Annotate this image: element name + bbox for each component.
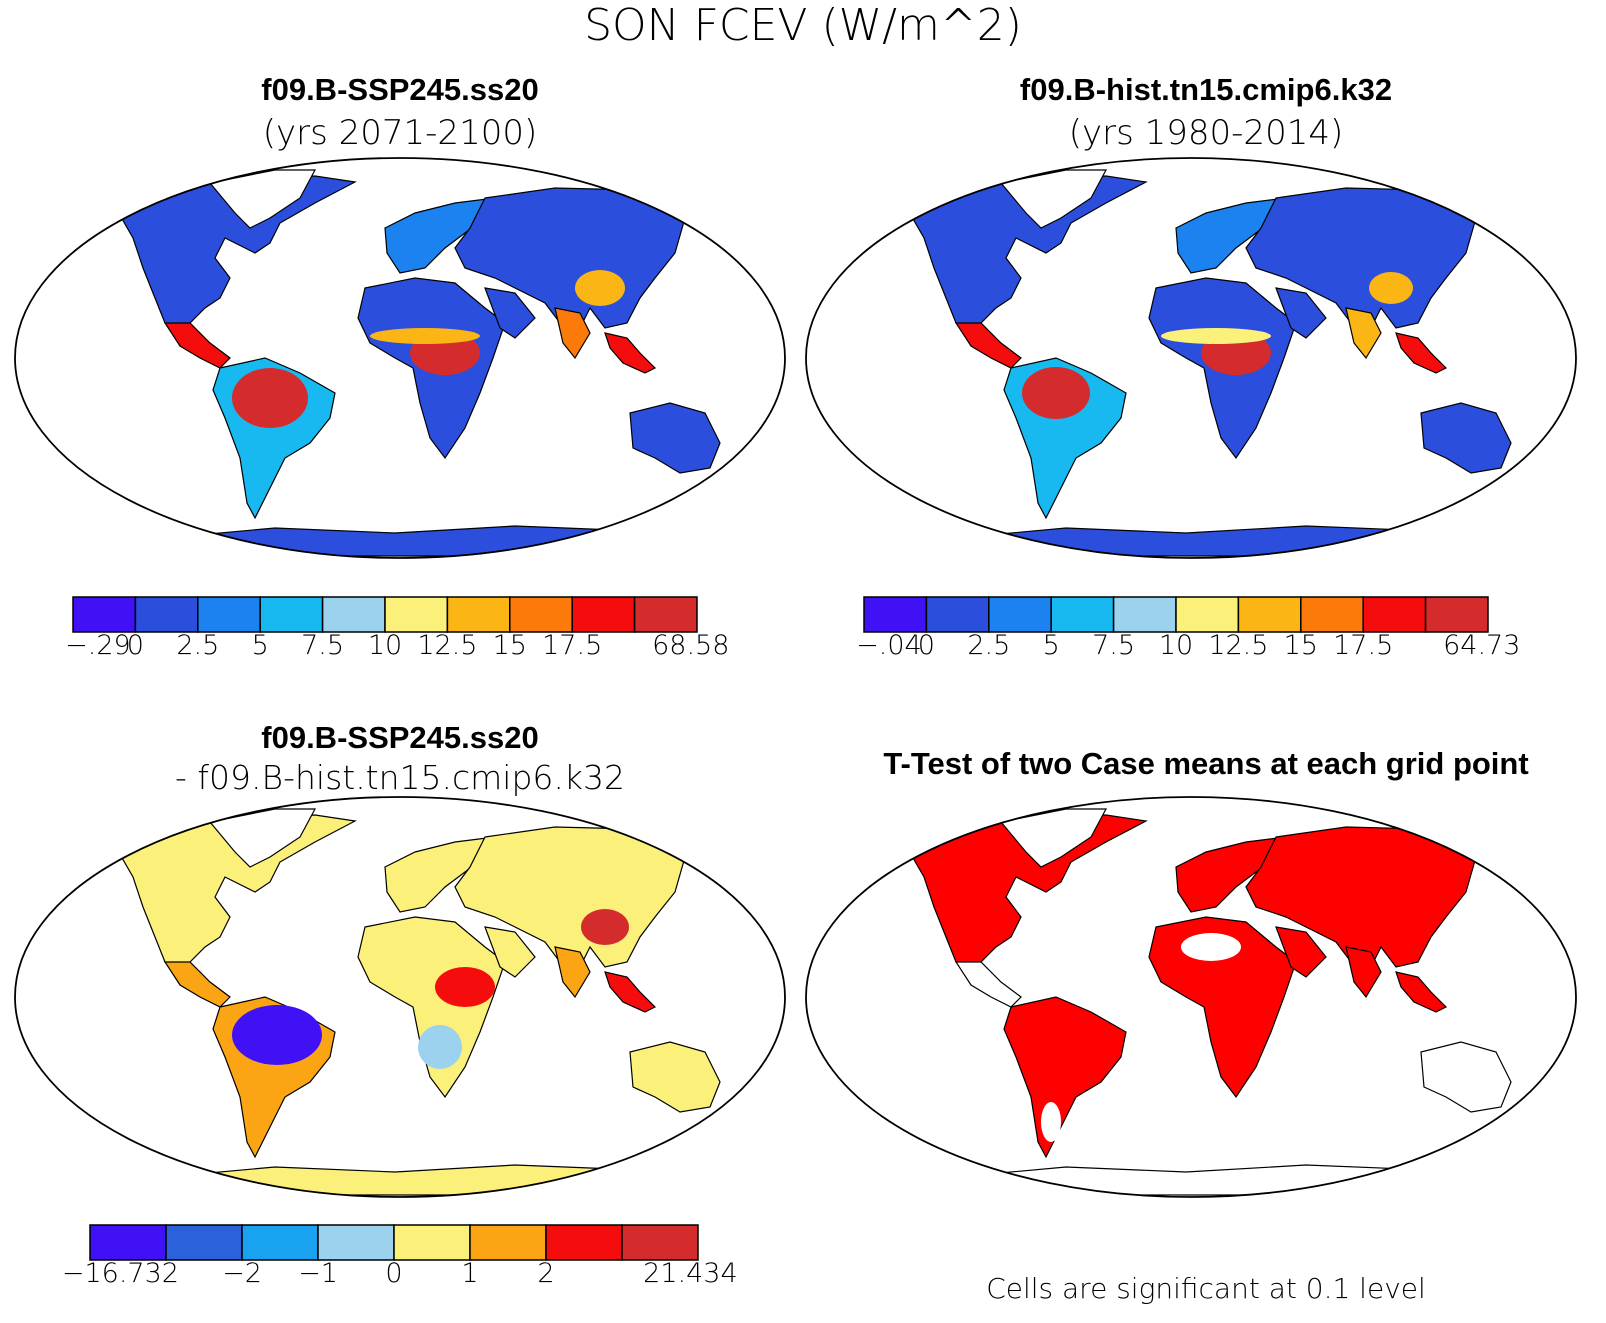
significance-footnote: Cells are significant at 0.1 level bbox=[986, 1272, 1426, 1305]
colorbar-swatch bbox=[988, 596, 1052, 633]
colorbar-tick-label: −.04 bbox=[856, 630, 922, 661]
colorbar-swatch bbox=[72, 596, 137, 633]
colorbar-swatch bbox=[446, 596, 511, 633]
colorbar-swatch bbox=[1362, 596, 1427, 633]
colorbar-tick-label: 7.5 bbox=[301, 630, 344, 661]
sahel-band bbox=[1161, 328, 1271, 344]
colorbar-tick-label: 2 bbox=[537, 1258, 554, 1289]
colorbar-tick-label: 17.5 bbox=[1333, 630, 1393, 661]
panel-subtitle-bottom-left: - f09.B-hist.tn15.cmip6.k32 bbox=[174, 758, 626, 797]
colorbar-swatch bbox=[633, 596, 698, 633]
colorbar-tick-label: 12.5 bbox=[417, 630, 477, 661]
panel-title-top-left: f09.B-SSP245.ss20 bbox=[261, 72, 539, 107]
colorbar-tick-label: −.29 bbox=[65, 630, 131, 661]
colorbar-tick-label: 12.5 bbox=[1208, 630, 1268, 661]
colorbar-swatch bbox=[197, 596, 261, 633]
panel-title-top-right: f09.B-hist.tn15.cmip6.k32 bbox=[1019, 72, 1393, 107]
sahel-band bbox=[370, 328, 480, 344]
colorbar-tick-label: −1 bbox=[298, 1258, 338, 1289]
colorbar-tick-label: 7.5 bbox=[1092, 630, 1135, 661]
map-border bbox=[805, 796, 1577, 1198]
colorbar-swatch bbox=[384, 596, 449, 633]
colorbar-swatch bbox=[1175, 596, 1240, 633]
se-china bbox=[575, 270, 625, 306]
colorbar-bottom-left: −16.732 −2 −1 0 1 2 21.434 bbox=[62, 1224, 738, 1289]
colorbar-tick-label: 15 bbox=[1284, 630, 1318, 661]
amazon-decrease bbox=[232, 1005, 322, 1065]
colorbar-swatch bbox=[321, 596, 386, 633]
map-top-left bbox=[14, 157, 786, 559]
colorbar-swatch bbox=[165, 1224, 243, 1261]
colorbar-tick-label: 15 bbox=[493, 630, 527, 661]
colorbar-swatch bbox=[1112, 596, 1177, 633]
colorbar-tick-label: 21.434 bbox=[643, 1258, 737, 1289]
colorbar-swatch bbox=[134, 596, 199, 633]
southern-africa-decrease bbox=[418, 1025, 462, 1069]
colorbar-tick-label: 10 bbox=[1159, 630, 1193, 661]
colorbar-top-left: −.290 2.5 5 7.5 10 12.5 15 17.5 68.58 bbox=[65, 596, 729, 661]
colorbar-swatch bbox=[925, 596, 990, 633]
colorbar-tick-label: −16.732 bbox=[62, 1258, 179, 1289]
colorbar-tick-label: 1 bbox=[461, 1258, 478, 1289]
colorbar-tick-label: 5 bbox=[1043, 630, 1060, 661]
colorbar-swatch bbox=[509, 596, 573, 633]
colorbar-tick-label: 2.5 bbox=[967, 630, 1010, 661]
panel-title-bottom-left: f09.B-SSP245.ss20 bbox=[261, 720, 539, 755]
colorbar-tick-label: −2 bbox=[222, 1258, 262, 1289]
panel-subtitle-top-left: (yrs 2071-2100) bbox=[262, 113, 538, 153]
colorbar-swatch bbox=[393, 1224, 471, 1261]
colorbar-swatch bbox=[1237, 596, 1302, 633]
colorbar-tick-label: 10 bbox=[368, 630, 402, 661]
panel-subtitle-top-right: (yrs 1980-2014) bbox=[1068, 113, 1344, 153]
colorbar-swatch bbox=[1300, 596, 1364, 633]
map-border bbox=[14, 796, 786, 1198]
colorbar-swatch bbox=[317, 1224, 395, 1261]
panel-title-bottom-right: T-Test of two Case means at each grid po… bbox=[883, 746, 1529, 781]
colorbar-tick-label: 0 bbox=[918, 630, 935, 661]
colorbar-swatch bbox=[241, 1224, 319, 1261]
map-bottom-left bbox=[14, 796, 786, 1198]
colorbar-tick-label: 17.5 bbox=[542, 630, 602, 661]
colorbar-top-right: −.040 2.5 5 7.5 10 12.5 15 17.5 64.73 bbox=[856, 596, 1520, 661]
colorbar-swatch bbox=[621, 1224, 699, 1261]
east-africa-increase bbox=[435, 967, 495, 1007]
se-asia-increase bbox=[581, 909, 629, 945]
se-china bbox=[1369, 272, 1413, 304]
colorbar-swatch bbox=[259, 596, 324, 633]
colorbar-tick-label: 2.5 bbox=[176, 630, 219, 661]
map-border bbox=[14, 157, 786, 559]
colorbar-tick-label: 0 bbox=[127, 630, 144, 661]
colorbar-swatch bbox=[469, 1224, 547, 1261]
colorbar-swatch bbox=[571, 596, 636, 633]
amazon-high bbox=[1022, 367, 1090, 419]
colorbar-tick-label: 5 bbox=[252, 630, 269, 661]
colorbar-swatch bbox=[1424, 596, 1489, 633]
map-bottom-right bbox=[805, 796, 1577, 1198]
colorbar-swatch bbox=[1050, 596, 1115, 633]
amazon-high bbox=[232, 368, 308, 428]
patagonia-nonsignificant bbox=[1041, 1102, 1061, 1142]
map-border bbox=[805, 157, 1577, 559]
colorbar-swatch bbox=[545, 1224, 623, 1261]
colorbar-tick-label: 0 bbox=[385, 1258, 402, 1289]
map-top-right bbox=[805, 157, 1577, 559]
sahara-nonsignificant-patch bbox=[1181, 933, 1241, 961]
main-title: SON FCEV (W/m^2) bbox=[584, 0, 1022, 51]
colorbar-tick-label: 68.58 bbox=[652, 630, 729, 661]
colorbar-tick-label: 64.73 bbox=[1443, 630, 1520, 661]
colorbar-swatch bbox=[863, 596, 928, 633]
colorbar-swatch bbox=[89, 1224, 167, 1261]
